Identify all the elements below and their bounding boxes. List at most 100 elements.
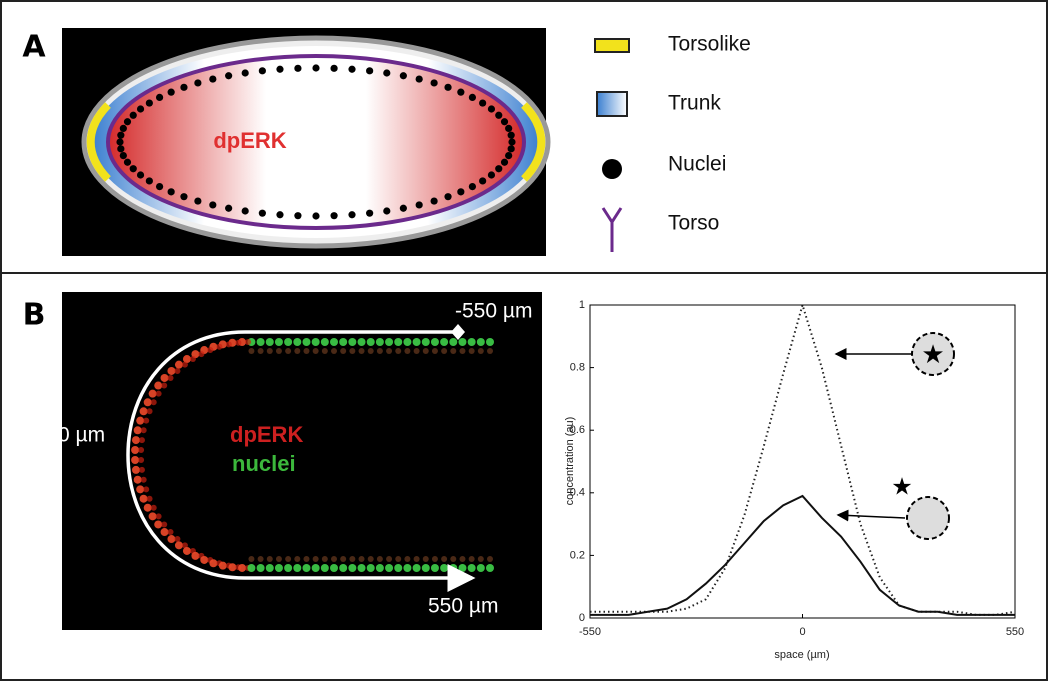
cell: [486, 338, 494, 346]
stain: [257, 348, 264, 354]
cell: [160, 373, 169, 382]
cell: [330, 338, 339, 346]
stain: [161, 521, 168, 528]
y-tick-label: 1: [579, 299, 585, 311]
cell: [143, 398, 152, 407]
stain: [174, 367, 181, 374]
stain: [386, 556, 393, 562]
cell: [136, 416, 145, 425]
stain: [386, 348, 393, 354]
stain: [487, 348, 493, 354]
cell: [339, 564, 348, 572]
nucleus: [399, 72, 407, 80]
stain: [155, 390, 162, 397]
nucleus: [430, 79, 438, 87]
cell: [274, 338, 283, 346]
cell: [357, 338, 366, 346]
nucleus: [444, 83, 452, 91]
stain: [155, 513, 162, 520]
nucleus: [155, 182, 164, 191]
marker: [451, 324, 465, 340]
nucleus: [123, 118, 132, 126]
stain: [138, 447, 145, 454]
y-tick-label: 0: [579, 612, 585, 624]
cell: [357, 564, 366, 572]
nucleus: [209, 75, 217, 83]
cell: [247, 564, 256, 572]
cell: [486, 564, 494, 572]
axis-path: [126, 330, 476, 592]
stain: [303, 348, 310, 354]
stain: [404, 348, 411, 354]
stain: [349, 348, 356, 354]
nucleus: [348, 211, 356, 219]
nucleus: [209, 201, 217, 209]
nucleus: [487, 105, 496, 113]
cell: [174, 360, 183, 369]
nucleus: [129, 111, 137, 119]
cell: [148, 512, 157, 521]
cell: [412, 338, 421, 346]
legend-icon: [594, 38, 630, 53]
cell: [385, 564, 394, 572]
stain: [167, 374, 174, 381]
stain: [275, 556, 282, 562]
cell: [375, 338, 384, 346]
cell: [218, 561, 227, 570]
cell: [154, 381, 163, 390]
arrow: [836, 509, 906, 522]
nucleus: [119, 151, 127, 160]
legend-icon: [601, 207, 623, 252]
nucleus: [145, 99, 153, 107]
nucleus: [294, 64, 302, 72]
nucleus: [430, 197, 438, 205]
stain: [143, 486, 150, 493]
x-tick-label: -550: [579, 626, 601, 638]
stain: [468, 348, 475, 354]
panel-label: B: [23, 298, 46, 333]
stain: [404, 556, 411, 562]
cell: [209, 559, 218, 568]
stain: [331, 556, 338, 562]
cell: [136, 485, 145, 494]
y-axis-label: concentration (au): [564, 417, 576, 506]
cell: [154, 520, 163, 529]
cell: [403, 564, 412, 572]
cell: [467, 338, 476, 346]
x-axis-label: space (µm): [774, 649, 829, 661]
torso-membrane: [106, 54, 526, 230]
diagram-label: dpERK: [213, 128, 286, 153]
nucleus: [294, 212, 302, 220]
image-label: nuclei: [232, 451, 296, 476]
nucleus: [468, 93, 477, 102]
star: ★: [891, 473, 913, 500]
cell: [458, 338, 467, 346]
series-line: [590, 301, 1016, 616]
stain: [257, 556, 264, 562]
cell: [449, 564, 458, 572]
cell: [311, 564, 320, 572]
cell: [320, 564, 329, 572]
cell: [375, 564, 384, 572]
stain: [413, 348, 420, 354]
stain: [441, 556, 448, 562]
stain: [321, 348, 328, 354]
stain: [198, 351, 205, 358]
nucleus: [180, 83, 188, 91]
x-tick-label: 550: [1006, 626, 1024, 638]
nucleus: [444, 193, 452, 201]
nucleus: [119, 124, 127, 133]
stain: [146, 408, 153, 415]
image-label: dpERK: [230, 422, 303, 447]
stain: [207, 347, 214, 354]
nucleus: [123, 158, 132, 166]
nucleus: [366, 67, 374, 75]
y-tick-label: 0.4: [570, 487, 585, 499]
stain: [146, 495, 153, 502]
image-label: 0 µm: [58, 424, 105, 447]
nucleus: [116, 138, 124, 146]
nucleus: [145, 177, 153, 185]
cell: [348, 564, 357, 572]
cell: [131, 436, 140, 445]
